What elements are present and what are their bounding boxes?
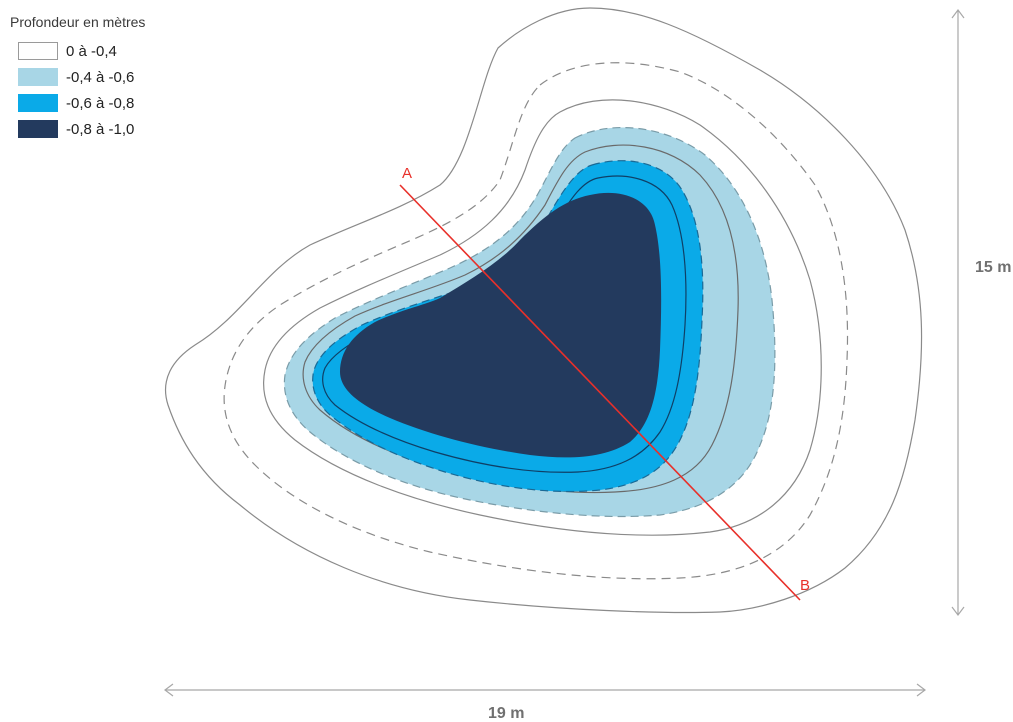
legend-item-0-to-04: 0 à -0,4 [10, 38, 230, 64]
legend-title: Profondeur en mètres [10, 14, 146, 30]
legend-swatch-white [18, 42, 58, 60]
legend-label: -0,4 à -0,6 [66, 68, 135, 86]
zone-08-to-10 [340, 192, 662, 458]
arrow-right-icon [916, 683, 926, 697]
legend-item-04-to-06: -0,4 à -0,6 [10, 64, 230, 90]
arrow-left-icon [164, 683, 174, 697]
legend-label: 0 à -0,4 [66, 42, 117, 60]
contour-dashed-outer [223, 62, 849, 580]
legend-swatch-dark-blue [18, 120, 58, 138]
height-dimension: 15 m [951, 9, 1011, 616]
section-line-a-b [399, 184, 801, 601]
legend-label: -0,6 à -0,8 [66, 94, 135, 112]
legend: Profondeur en mètres 0 à -0,4 -0,4 à -0,… [10, 14, 230, 142]
section-label-a: A [402, 165, 412, 182]
section-label-b: B [800, 577, 810, 594]
width-label: 19 m [488, 705, 524, 722]
legend-label: -0,8 à -1,0 [66, 120, 135, 138]
legend-item-06-to-08: -0,6 à -0,8 [10, 90, 230, 116]
legend-swatch-light-blue [18, 68, 58, 86]
arrow-down-icon [951, 606, 965, 616]
arrow-up-icon [951, 9, 965, 19]
legend-swatch-blue [18, 94, 58, 112]
width-dimension: 19 m [164, 683, 926, 722]
height-label: 15 m [975, 259, 1011, 276]
legend-item-08-to-10: -0,8 à -1,0 [10, 116, 230, 142]
